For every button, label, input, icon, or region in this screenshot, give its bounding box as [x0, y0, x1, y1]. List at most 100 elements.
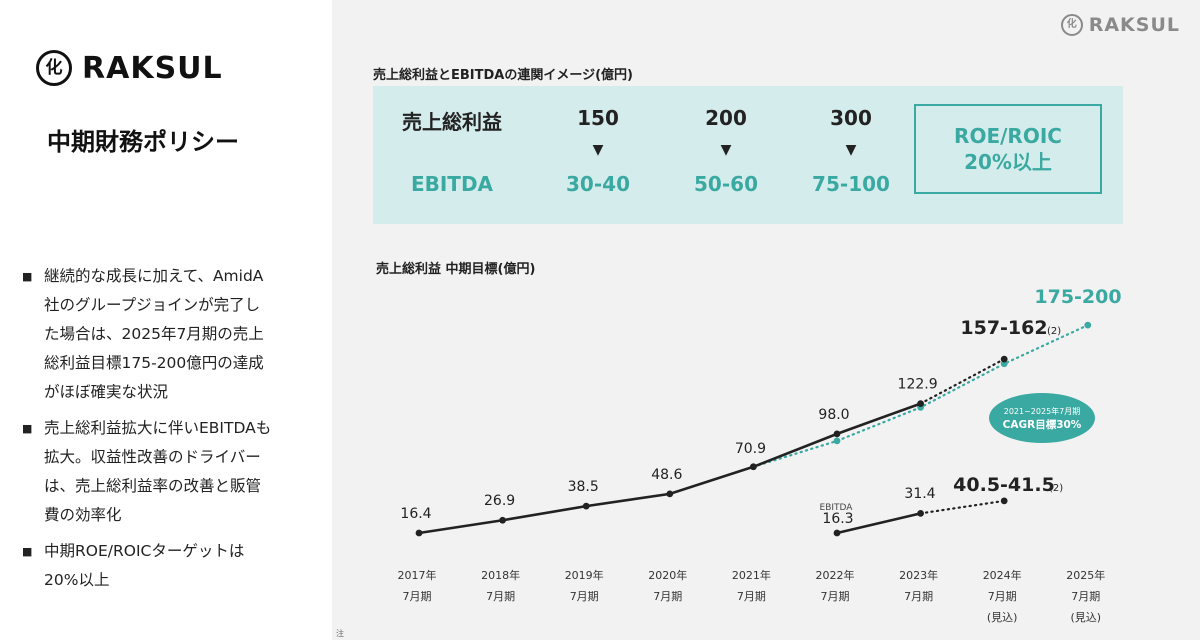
x-axis-tick-label: 2021年 — [732, 568, 771, 582]
x-axis-tick-label: 2019年 — [565, 568, 604, 582]
roe-roic-target-box: ROE/ROIC 20%以上 — [914, 104, 1102, 194]
bullet-square-icon: ■ — [22, 422, 33, 435]
raksul-logo: 化 RAKSUL — [36, 50, 223, 86]
ebitda-value-2: 50-60 — [694, 172, 758, 196]
bullet-item: ■ 継続的な成長に加えて、AmidA 社のグループジョインが完了し た場合は、2025… — [22, 262, 312, 407]
footnote-marker: 注 — [336, 629, 344, 638]
bullet-line: 中期ROE/ROICターゲットは — [44, 542, 245, 560]
bullet-line: 社のグループジョインが完了し — [44, 296, 261, 314]
down-arrow-icon: ▼ — [720, 142, 732, 158]
bullet-line: 拡大。収益性改善のドライバー — [44, 448, 261, 466]
gross-profit-data-label: 70.9 — [735, 441, 766, 457]
gross-profit-point — [750, 463, 757, 471]
gross-profit-forecast-note: (2) — [1047, 326, 1061, 337]
corner-logo-mark-icon: 化 — [1060, 14, 1083, 36]
roe-roic-value: 20%以上 — [964, 150, 1052, 174]
ebitda-forecast-note: (2) — [1049, 483, 1063, 494]
raksul-logo-text: RAKSUL — [82, 50, 223, 86]
gross-profit-point — [415, 529, 423, 537]
gross-value-3: 300 — [830, 106, 872, 130]
down-arrow-icon: ▼ — [592, 142, 604, 158]
cagr-badge — [989, 393, 1095, 443]
target-value-label: 175-200 — [1034, 286, 1121, 308]
gross-profit-data-label: 26.9 — [484, 493, 515, 509]
x-axis-tick-label: (見込) — [987, 611, 1018, 624]
cagr-badge-target: CAGR目標30% — [1003, 418, 1082, 431]
x-axis-tick-label: 2018年 — [481, 568, 520, 582]
ebitda-value-3: 75-100 — [812, 172, 890, 196]
bullet-line: 20%以上 — [44, 571, 110, 589]
x-axis-tick-label: 7月期 — [904, 590, 933, 603]
bullet-line: た場合は、2025年7月期の売上 — [44, 325, 264, 343]
x-axis-tick-label: 7月期 — [570, 590, 599, 603]
gross-profit-data-label: 98.0 — [818, 407, 849, 423]
raksul-logo-mark-icon: 化 — [36, 50, 72, 86]
ebitda-data-label: 31.4 — [904, 486, 935, 502]
target-series-point — [833, 437, 841, 445]
gross-value-1: 150 — [577, 106, 619, 130]
x-axis-tick-label: 7月期 — [737, 590, 766, 603]
gross-value-2: 200 — [705, 106, 747, 130]
ebitda-value-1: 30-40 — [566, 172, 630, 196]
x-axis-tick-label: 7月期 — [1071, 590, 1100, 603]
ebitda-forecast-point — [1000, 497, 1008, 505]
x-axis-tick-label: 7月期 — [653, 590, 682, 603]
left-panel: 化 RAKSUL 中期財務ポリシー ■ 継続的な成長に加えて、AmidA 社のグルー… — [0, 0, 332, 640]
corner-logo-text: RAKSUL — [1088, 14, 1180, 36]
x-axis-tick-label: 7月期 — [821, 590, 850, 603]
x-axis-tick-label: (見込) — [1071, 611, 1102, 624]
x-axis-tick-label: 2020年 — [648, 568, 687, 582]
gross-profit-row-label: 売上総利益 — [402, 110, 502, 134]
x-axis-tick-label: 7月期 — [988, 590, 1017, 603]
cagr-badge-period: 2021~2025年7月期 — [1004, 406, 1081, 416]
chart-title: 売上総利益 中期目標(億円) — [376, 262, 536, 277]
link-panel: 売上総利益 EBITDA 150 ▼ 30-40 200 ▼ 50-60 300… — [373, 86, 1123, 224]
x-axis-tick-label: 2017年 — [398, 568, 437, 582]
down-arrow-icon: ▼ — [845, 142, 857, 158]
page-title: 中期財務ポリシー — [47, 128, 239, 156]
gross-profit-data-label: 16.4 — [400, 506, 431, 522]
gross-profit-forecast-label: 157-162 — [960, 317, 1047, 339]
bullet-item: ■ 中期ROE/ROICターゲットは 20%以上 — [22, 537, 312, 595]
gross-profit-point — [582, 502, 590, 510]
bullet-line: 費の効率化 — [44, 506, 122, 524]
gross-profit-point — [499, 516, 506, 524]
bullet-line: 総利益目標175-200億円の達成 — [44, 354, 264, 372]
bullet-line: は、売上総利益率の改善と販管 — [44, 477, 262, 495]
gross-profit-data-label: 122.9 — [898, 377, 938, 393]
gross-profit-forecast-line — [919, 358, 1006, 405]
x-axis-tick-label: 2024年 — [983, 568, 1022, 582]
bullet-item: ■ 売上総利益拡大に伴いEBITDAも 拡大。収益性改善のドライバー は、売上総利益率… — [22, 414, 312, 530]
bullet-line: がほぼ確実な状況 — [44, 383, 169, 401]
ebitda-data-label: 16.3 — [822, 511, 853, 527]
bullet-line: 継続的な成長に加えて、AmidA — [44, 267, 264, 285]
ebitda-series-line — [835, 512, 922, 535]
ebitda-forecast-label: 40.5-41.5 — [953, 474, 1055, 496]
bullet-square-icon: ■ — [22, 270, 33, 283]
ebitda-tag-label: EBITDA — [820, 503, 854, 513]
bullet-text: 継続的な成長に加えて、AmidA 社のグループジョインが完了し た場合は、2025年… — [44, 262, 312, 407]
ebitda-forecast-line — [919, 499, 1006, 515]
link-section-title: 売上総利益とEBITDAの連関イメージ(億円) — [373, 68, 633, 83]
bullet-square-icon: ■ — [22, 545, 33, 558]
x-axis-tick-label: 7月期 — [403, 590, 432, 603]
x-axis-tick-label: 7月期 — [486, 590, 515, 603]
target-series-point — [1084, 321, 1092, 329]
corner-logo: 化 RAKSUL — [1060, 14, 1180, 36]
roe-roic-label: ROE/ROIC — [954, 124, 1062, 148]
gross-profit-point — [666, 490, 674, 498]
x-axis-tick-label: 2023年 — [899, 568, 938, 582]
x-axis-tick-label: 2022年 — [816, 568, 855, 582]
bullet-text: 売上総利益拡大に伴いEBITDAも 拡大。収益性改善のドライバー は、売上総利益率の… — [44, 414, 312, 530]
bullet-list: ■ 継続的な成長に加えて、AmidA 社のグループジョインが完了し た場合は、2025… — [22, 262, 312, 602]
ebitda-row-label: EBITDA — [410, 172, 494, 196]
gross-profit-data-label: 48.6 — [651, 467, 682, 483]
bullet-text: 中期ROE/ROICターゲットは 20%以上 — [44, 537, 312, 595]
ebitda-point — [833, 529, 841, 537]
gross-profit-data-label: 38.5 — [568, 479, 599, 495]
gross-profit-point — [833, 430, 841, 438]
gross-profit-forecast-point — [1000, 355, 1008, 363]
x-axis-tick-label: 2025年 — [1066, 568, 1105, 582]
bullet-line: 売上総利益拡大に伴いEBITDAも — [44, 419, 272, 437]
